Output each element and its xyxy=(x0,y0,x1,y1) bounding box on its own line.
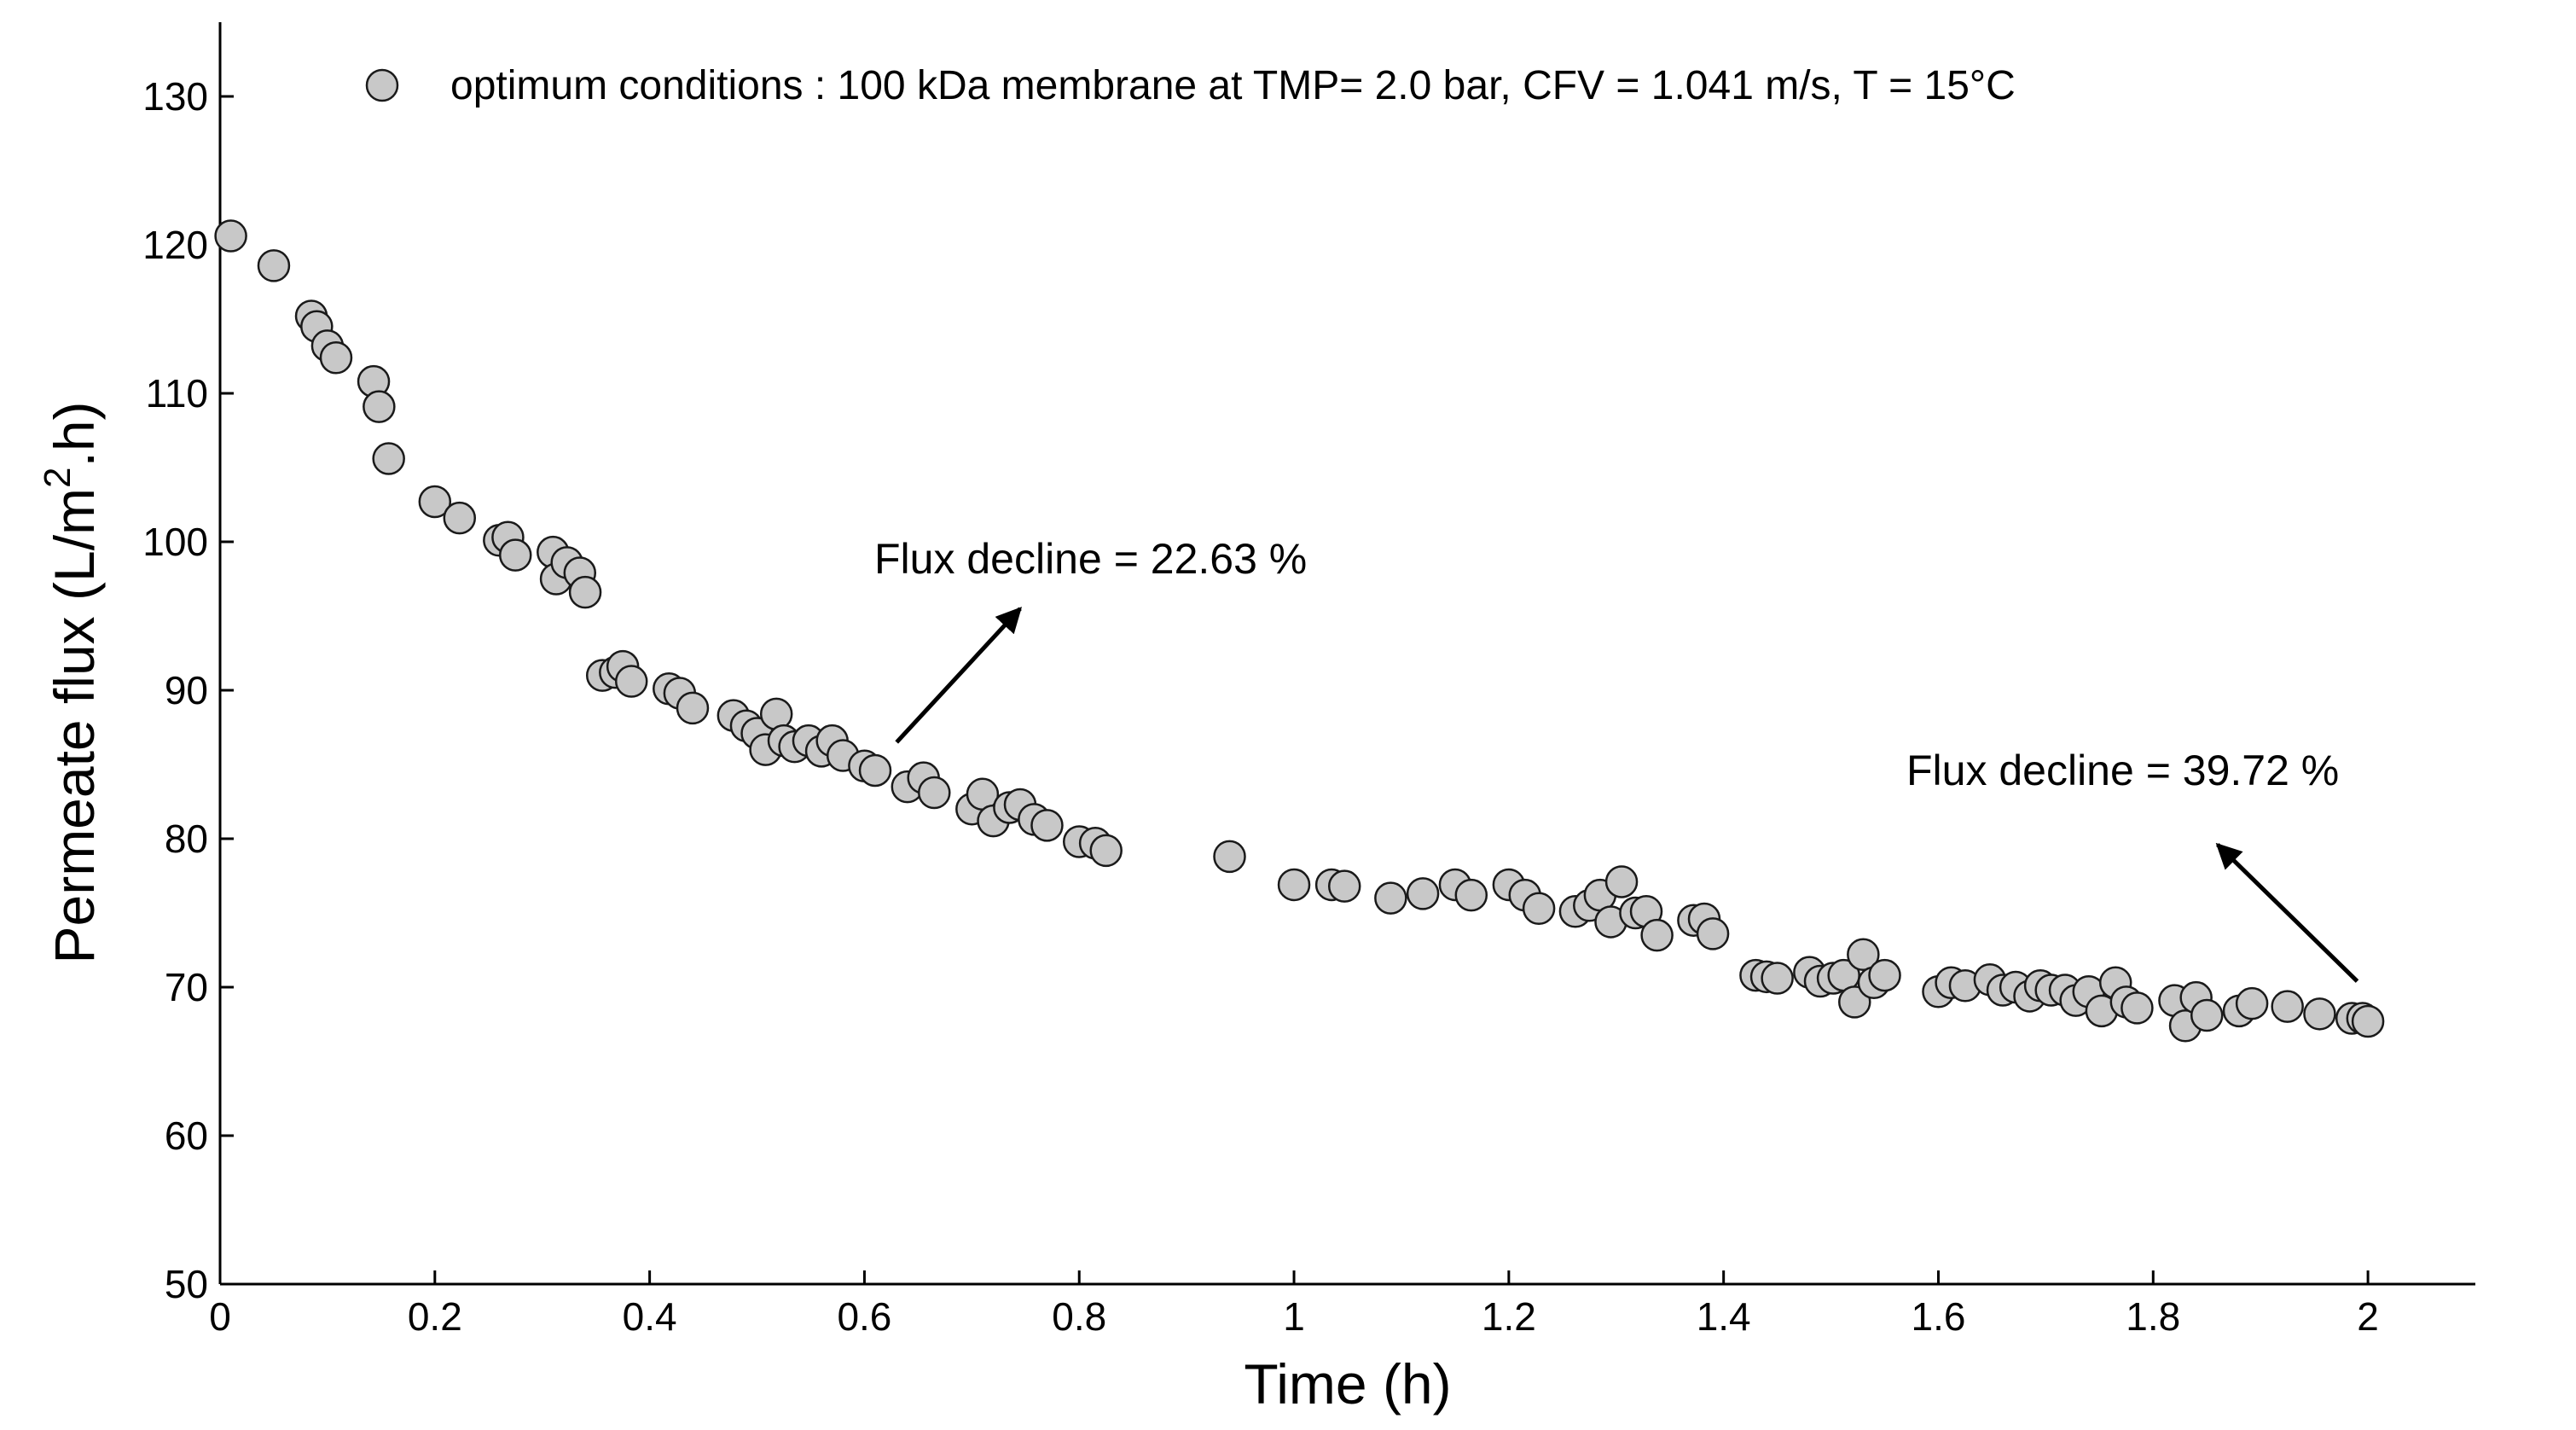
data-point xyxy=(2271,990,2304,1023)
x-axis-title: Time (h) xyxy=(1244,1352,1451,1415)
y-tick-label: 50 xyxy=(165,1262,208,1306)
annotations: Flux decline = 22.63 % Flux decline = 39… xyxy=(874,535,2359,983)
data-points xyxy=(214,219,2385,1043)
data-point xyxy=(1847,938,1880,971)
legend-marker xyxy=(365,68,399,102)
data-point xyxy=(498,538,532,572)
x-tick-label: 0.6 xyxy=(837,1294,891,1339)
x-tick-label: 0.8 xyxy=(1052,1294,1106,1339)
data-point xyxy=(2235,986,2269,1020)
data-point xyxy=(1868,958,1901,992)
x-tick-label: 1.6 xyxy=(1911,1294,1965,1339)
annotation-arrow-2 xyxy=(2215,842,2359,983)
annotation-label-2: Flux decline = 39.72 % xyxy=(1906,747,2339,794)
data-point xyxy=(918,776,951,810)
data-point xyxy=(257,249,291,282)
data-point xyxy=(1761,962,1794,995)
data-point xyxy=(1277,868,1311,902)
data-point xyxy=(363,390,396,423)
y-tick-label: 70 xyxy=(165,965,208,1009)
data-point xyxy=(2190,998,2224,1032)
data-point xyxy=(1604,865,1639,898)
annotation-label-1: Flux decline = 22.63 % xyxy=(874,535,1307,583)
y-axis-title: Permeate flux (L/m2.h) xyxy=(37,401,106,963)
y-tick-label: 130 xyxy=(142,74,208,119)
data-point xyxy=(214,219,247,253)
data-point xyxy=(568,575,602,609)
data-point xyxy=(1406,877,1440,910)
data-point xyxy=(2121,991,2154,1025)
data-point xyxy=(1838,985,1871,1019)
y-tick-label: 80 xyxy=(165,817,208,861)
x-tick-label: 1.4 xyxy=(1697,1294,1751,1339)
data-point xyxy=(614,665,648,698)
data-point xyxy=(443,501,477,535)
data-point xyxy=(1522,892,1556,926)
x-tick-label: 1.2 xyxy=(1482,1294,1536,1339)
data-point xyxy=(1327,869,1361,903)
x-tick-label: 1.8 xyxy=(2126,1294,2180,1339)
y-axis-title-main: Permeate flux (L/m xyxy=(43,488,106,964)
data-point xyxy=(1213,840,1246,874)
y-tick-label: 100 xyxy=(142,520,208,564)
x-tick-label: 0 xyxy=(209,1294,231,1339)
x-tick-label: 1 xyxy=(1283,1294,1305,1339)
data-point xyxy=(2303,997,2336,1031)
x-ticks: 0 0.2 0.4 0.6 0.8 1 1.2 1.4 1.6 1.8 2 xyxy=(209,1270,2379,1339)
annotation-arrow-1 xyxy=(895,607,1023,744)
x-tick-label: 0.2 xyxy=(408,1294,462,1339)
y-tick-label: 120 xyxy=(142,223,208,267)
data-point xyxy=(1696,917,1730,950)
data-point xyxy=(1089,834,1123,868)
data-point xyxy=(1640,918,1674,952)
x-tick-label: 2 xyxy=(2357,1294,2379,1339)
data-point xyxy=(1374,881,1407,915)
data-point xyxy=(319,340,353,375)
legend-label: optimum conditions : 100 kDa membrane at… xyxy=(450,63,2016,108)
x-tick-label: 0.4 xyxy=(623,1294,677,1339)
data-point xyxy=(2351,1004,2385,1038)
data-point xyxy=(858,753,892,788)
data-point xyxy=(1030,809,1064,842)
y-tick-label: 110 xyxy=(146,371,208,416)
data-point xyxy=(676,691,710,725)
legend: optimum conditions : 100 kDa membrane at… xyxy=(365,63,2016,108)
data-point xyxy=(1454,878,1488,912)
y-ticks: 50 60 70 80 90 100 110 120 130 xyxy=(142,74,234,1306)
y-axis-title-superscript: 2 xyxy=(37,468,78,488)
y-tick-label: 90 xyxy=(165,668,208,712)
data-point xyxy=(418,485,452,519)
y-tick-label: 60 xyxy=(165,1113,208,1158)
y-axis-title-suffix: .h) xyxy=(43,401,106,467)
data-point xyxy=(372,442,405,475)
axes: 0 0.2 0.4 0.6 0.8 1 1.2 1.4 1.6 1.8 2 50 60 70 80 90 10… xyxy=(142,22,2475,1339)
